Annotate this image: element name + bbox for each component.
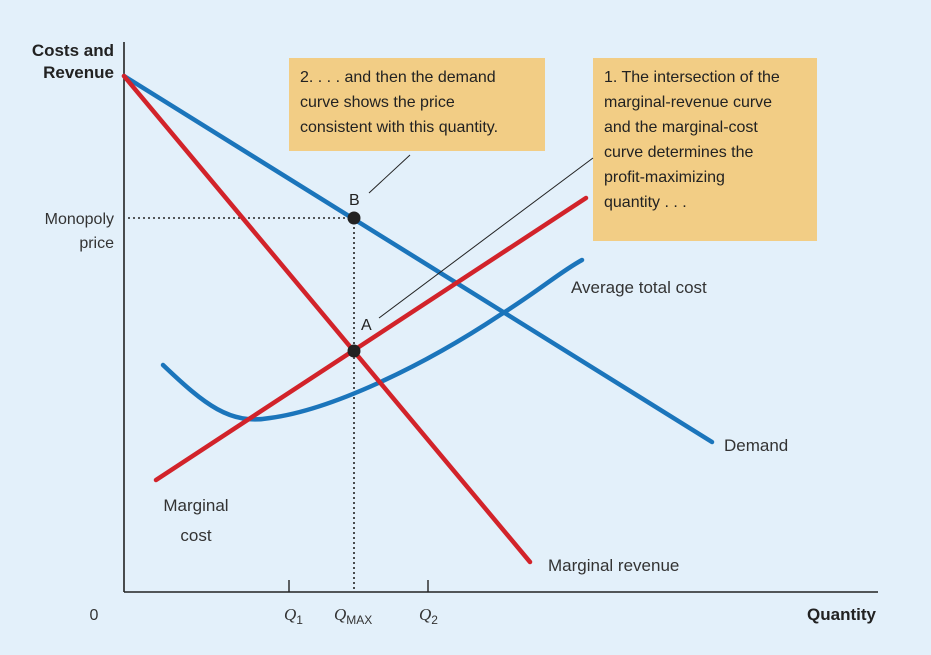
marginal-revenue-curve-label: Marginal revenue [548,556,679,575]
intersection-callout-line-6: quantity . . . [604,194,687,211]
x-axis-label: Quantity [807,605,876,624]
demand-curve [121,73,715,445]
point-b-label: B [349,192,360,209]
demand-curve-label: Demand [724,436,788,455]
qmax-label: QMAX [334,605,372,627]
q1-label: Q1 [284,605,303,627]
demand-callout-line-1: 2. . . . and then the demand [300,69,496,86]
y-axis-label-line-2: Revenue [43,63,114,82]
point-a-marker [347,344,361,358]
monopoly-price-label-line-1: Monopoly [45,211,114,228]
point-a-label: A [361,317,372,334]
q2-label: Q2 [419,605,438,627]
demand-callout-box [289,58,545,151]
average-total-cost-curve-label: Average total cost [571,278,707,297]
demand-callout-line-3: consistent with this quantity. [300,119,498,136]
intersection-callout-line-1: 1. The intersection of the [604,69,780,86]
intersection-callout-line-2: marginal-revenue curve [604,94,772,111]
leader-line-b [368,154,411,194]
marginal-cost-curve [153,195,589,483]
origin-label: 0 [90,607,99,624]
intersection-callout-line-5: profit-maximizing [604,169,725,186]
intersection-callout-box [593,58,817,241]
marginal-cost-curve-label-line-2: cost [180,526,211,545]
point-b-marker [347,211,361,225]
average-total-cost-curve [160,257,585,422]
intersection-callout-line-3: and the marginal-cost [604,119,758,136]
leader-line-a [378,157,594,319]
monopoly-price-label-line-2: price [79,235,114,252]
marginal-cost-curve-label-line-1: Marginal [163,496,228,515]
marginal-revenue-curve [121,73,533,565]
intersection-callout-line-4: curve determines the [604,144,754,161]
y-axis-label-line-1: Costs and [32,41,114,60]
demand-callout-line-2: curve shows the price [300,94,455,111]
